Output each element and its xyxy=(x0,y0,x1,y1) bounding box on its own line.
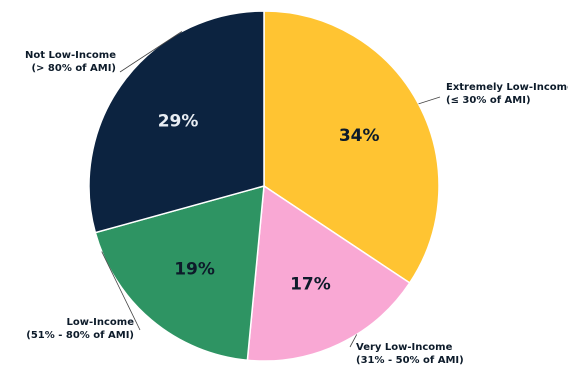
callout-subtitle-low-income: (51% - 80% of AMI) xyxy=(26,330,134,341)
callout-title-extremely-low-income: Extremely Low-Income xyxy=(446,82,568,93)
pie-slices xyxy=(88,10,440,362)
callout-leader-extremely-low-income xyxy=(418,96,441,105)
slice-value-label-low-income: 19% xyxy=(174,260,215,280)
callout-leader-very-low-income xyxy=(349,334,358,348)
slice-callouts: Extremely Low-Income (≤ 30% of AMI) Very L… xyxy=(25,31,568,366)
slice-value-labels: 34% 17% 19% 29% xyxy=(158,112,380,295)
slice-value-label-very-low-income: 17% xyxy=(290,275,331,295)
callout-leader-not-low-income xyxy=(119,31,183,73)
callout-subtitle-not-low-income: (> 80% of AMI) xyxy=(31,63,116,74)
callout-title-not-low-income: Not Low-Income xyxy=(25,50,116,61)
slice-value-label-not-low-income: 29% xyxy=(158,112,199,132)
slice-value-label-extremely-low-income: 34% xyxy=(339,126,380,146)
pie-slice-very-low-income xyxy=(246,184,411,362)
callout-title-very-low-income: Very Low-Income xyxy=(356,342,453,353)
callout-leader-low-income xyxy=(101,251,141,331)
callout-subtitle-very-low-income: (31% - 50% of AMI) xyxy=(356,355,464,366)
pie-slice-not-low-income xyxy=(88,10,265,234)
callout-subtitle-extremely-low-income: (≤ 30% of AMI) xyxy=(446,95,531,106)
callout-title-low-income: Low-Income xyxy=(67,317,135,328)
